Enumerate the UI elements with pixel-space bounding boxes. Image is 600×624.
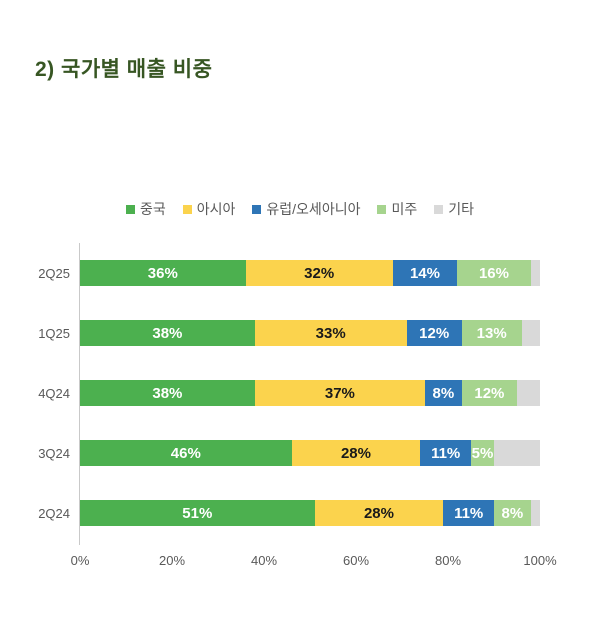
x-tick-label: 60%: [342, 553, 370, 568]
x-tick-label: 40%: [250, 553, 278, 568]
bar-segment: 51%: [80, 500, 315, 526]
bar-segment: 28%: [314, 500, 444, 526]
bar-segment: 28%: [291, 440, 421, 466]
legend-swatch-icon: [252, 204, 262, 214]
stacked-bar: 38% 33% 12% 13%: [80, 320, 540, 346]
bar-segment: 37%: [254, 380, 425, 406]
legend-label: 아시아: [196, 201, 236, 217]
legend-item-2: 유럽/오세아니아: [252, 199, 360, 219]
bar-segment: 8%: [424, 380, 462, 406]
stacked-bar-chart: 2Q25 36% 32% 14% 16% 1Q25 38% 33% 12% 13% 4Q24 38% 3…: [0, 243, 600, 549]
category-label: 2Q24: [38, 505, 70, 521]
bar-segment: 38%: [80, 380, 255, 406]
category-label: 1Q25: [38, 325, 70, 341]
legend-item-0: 중국: [126, 199, 166, 219]
bar-segment: [530, 500, 540, 526]
x-tick-label: 100%: [523, 553, 557, 568]
bar-row: 3Q24 46% 28% 11% 5%: [0, 423, 600, 483]
bar-segment: [516, 380, 540, 406]
bar-segment: 14%: [392, 260, 458, 286]
legend-label: 미주: [391, 201, 418, 217]
legend-label: 중국: [140, 201, 166, 217]
chart-legend: 중국 아시아 유럽/오세아니아 미주 기타: [0, 199, 600, 219]
bar-segment: 33%: [254, 320, 407, 346]
bar-segment: [521, 320, 540, 346]
bar-segment: 38%: [80, 320, 255, 346]
bar-segment: 46%: [80, 440, 292, 466]
x-tick-label: 20%: [158, 553, 186, 568]
category-label: 2Q25: [38, 265, 70, 281]
bar-segment: 36%: [80, 260, 246, 286]
legend-label: 유럽/오세아니아: [266, 201, 361, 217]
stacked-bar: 46% 28% 11% 5%: [80, 440, 540, 466]
bar-segment: 16%: [457, 260, 531, 286]
legend-label: 기타: [448, 201, 474, 217]
page-title: 2) 국가별 매출 비중: [35, 58, 213, 81]
category-label: 3Q24: [38, 445, 70, 461]
legend-item-1: 아시아: [182, 199, 236, 219]
bar-segment: 11%: [420, 440, 471, 466]
bar-segment: 13%: [461, 320, 522, 346]
stacked-bar: 38% 37% 8% 12%: [80, 380, 540, 406]
legend-swatch-icon: [434, 204, 444, 214]
stacked-bar: 51% 28% 11% 8%: [80, 500, 540, 526]
bar-segment: [493, 440, 540, 466]
bar-row: 1Q25 38% 33% 12% 13%: [0, 303, 600, 363]
bar-segment: 12%: [406, 320, 462, 346]
bar-segment: 12%: [461, 380, 517, 406]
bar-segment: 8%: [493, 500, 531, 526]
legend-item-4: 기타: [434, 199, 474, 219]
legend-swatch-icon: [377, 204, 387, 214]
bar-row: 2Q24 51% 28% 11% 8%: [0, 483, 600, 543]
bar-row: 4Q24 38% 37% 8% 12%: [0, 363, 600, 423]
legend-item-3: 미주: [377, 199, 417, 219]
legend-swatch-icon: [126, 204, 135, 214]
x-tick-label: 0%: [70, 553, 90, 568]
bar-segment: 32%: [245, 260, 393, 286]
y-axis-line: [79, 243, 80, 545]
stacked-bar: 36% 32% 14% 16%: [80, 260, 540, 286]
bar-segment: [530, 260, 540, 286]
bar-row: 2Q25 36% 32% 14% 16%: [0, 243, 600, 303]
bar-segment: 11%: [443, 500, 494, 526]
x-axis: 0% 20% 40% 60% 80% 100%: [0, 553, 600, 573]
category-label: 4Q24: [38, 385, 70, 401]
x-tick-label: 80%: [434, 553, 462, 568]
bar-segment: 5%: [470, 440, 494, 466]
legend-swatch-icon: [182, 204, 192, 214]
